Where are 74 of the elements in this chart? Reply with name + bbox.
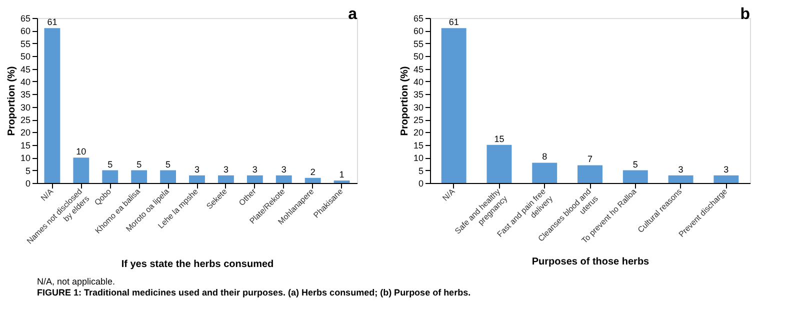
bar xyxy=(441,28,466,183)
bar xyxy=(668,175,694,183)
y-tick-label: 55 xyxy=(413,38,424,49)
data-label: 5 xyxy=(108,159,113,170)
data-label: 3 xyxy=(194,164,200,174)
bar xyxy=(73,158,90,183)
y-tick-label: 40 xyxy=(20,76,30,87)
y-tick-label: 45 xyxy=(20,64,30,74)
y-tick-label: 50 xyxy=(413,52,424,62)
bar xyxy=(714,175,739,183)
y-tick-label: 5 xyxy=(25,166,30,176)
y-tick-label: 55 xyxy=(20,38,30,49)
bar xyxy=(578,165,602,183)
y-tick-label: 40 xyxy=(413,76,424,87)
bar xyxy=(486,144,512,183)
y-tick-label: 35 xyxy=(413,90,424,100)
y-tick-label: 60 xyxy=(413,26,424,36)
data-label: 8 xyxy=(542,152,548,162)
y-tick-label: 30 xyxy=(413,102,424,112)
data-label: 61 xyxy=(448,17,459,28)
bar xyxy=(532,162,558,183)
data-label: 3 xyxy=(724,164,729,174)
y-tick-label: 15 xyxy=(413,140,424,150)
y-tick-label: 35 xyxy=(20,90,30,100)
bar xyxy=(131,170,148,183)
y-tick-label: 15 xyxy=(20,140,30,150)
x-tick-label: N/A xyxy=(39,186,56,203)
x-axis-title: Purposes of those herbs xyxy=(532,256,650,268)
bar xyxy=(218,175,234,183)
chart-title: a xyxy=(348,6,358,23)
y-tick-label: 0 xyxy=(418,178,424,188)
y-tick-label: 45 xyxy=(413,64,424,74)
data-label: 7 xyxy=(587,154,593,164)
x-axis-title: If yes state the herbs consumed xyxy=(121,258,274,270)
data-label: 1 xyxy=(339,169,344,180)
x-tick-label: N/A xyxy=(440,186,458,203)
y-tick-label: 10 xyxy=(413,153,424,164)
data-label: 3 xyxy=(223,164,228,174)
y-tick-label: 20 xyxy=(20,128,30,138)
data-label: 3 xyxy=(281,164,286,174)
y-tick-label: 25 xyxy=(413,115,424,126)
y-tick-label: 65 xyxy=(413,14,424,24)
bar xyxy=(276,175,292,183)
bar xyxy=(189,175,205,183)
data-label: 10 xyxy=(76,146,86,157)
data-label: 5 xyxy=(136,159,142,170)
y-tick-label: 0 xyxy=(25,178,30,188)
bar xyxy=(44,28,60,183)
chart-title: b xyxy=(740,6,750,23)
bar xyxy=(304,178,321,183)
y-tick-label: 65 xyxy=(20,14,30,24)
data-label: 5 xyxy=(632,159,638,170)
bar xyxy=(246,175,263,183)
text: N/A, not applicable. xyxy=(37,276,116,286)
data-label: 5 xyxy=(166,159,171,170)
data-label: 61 xyxy=(47,17,58,28)
y-tick-label: 10 xyxy=(20,153,30,164)
data-label: 3 xyxy=(678,164,684,174)
y-axis-title: Proportion (%) xyxy=(6,66,18,136)
y-tick-label: 60 xyxy=(20,26,30,36)
caption: FIGURE 1: Traditional medicines used and their purposes. (a) Herbs consumed; (b) Purpose of herbs. xyxy=(37,288,471,298)
data-label: 3 xyxy=(252,164,258,174)
y-tick-label: 50 xyxy=(20,52,30,62)
y-tick-label: 30 xyxy=(20,102,30,112)
data-label: 15 xyxy=(494,134,504,144)
bar xyxy=(160,170,176,183)
bar xyxy=(622,170,648,183)
data-label: 2 xyxy=(310,166,316,177)
y-tick-label: 20 xyxy=(413,128,424,138)
bar xyxy=(102,170,118,183)
y-axis-title: Proportion (%) xyxy=(399,66,410,136)
y-tick-label: 5 xyxy=(418,166,424,176)
y-tick-label: 25 xyxy=(20,115,30,126)
bar xyxy=(334,180,350,183)
